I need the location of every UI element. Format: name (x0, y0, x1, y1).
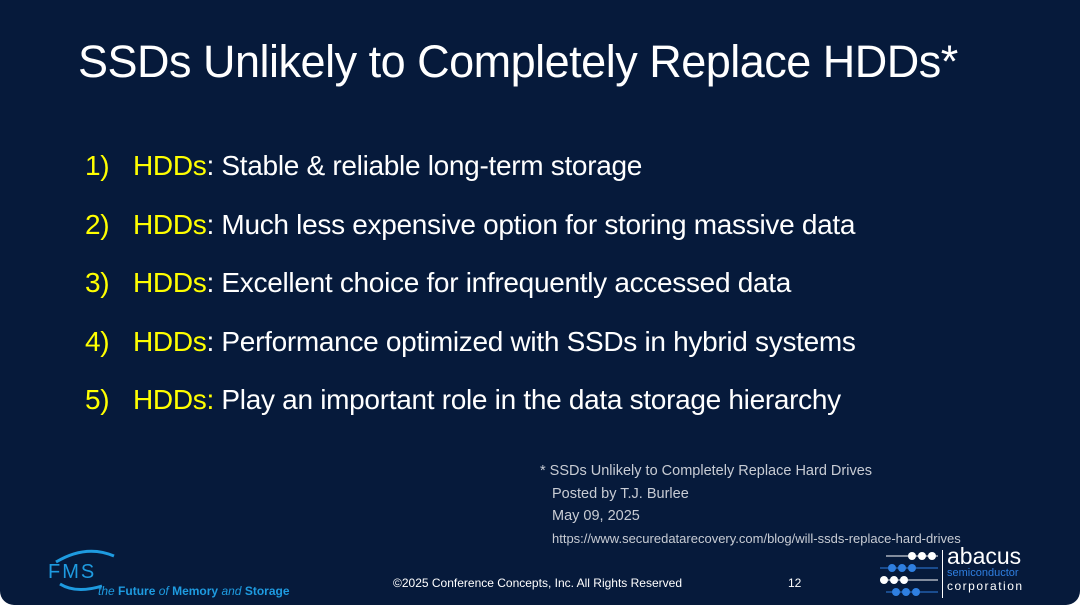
footnote-url[interactable]: https://www.securedatarecovery.com/blog/… (552, 530, 961, 546)
item-keyword: HDDs (133, 208, 207, 240)
item-text: Excellent choice for infrequently access… (213, 267, 791, 298)
fms-swoosh-icon: FMS (48, 549, 115, 591)
item-number: 3) (85, 267, 110, 298)
item-keyword: HDDs: (133, 384, 214, 415)
title-rest: Unlikely to Completely Replace HDDs* (191, 36, 958, 87)
item-number: 1) (85, 150, 110, 181)
footnote-title: * SSDs Unlikely to Completely Replace Ha… (540, 463, 873, 479)
list-item: 5) HDDs: Play an important role in the da… (85, 384, 856, 443)
footnote-author: Posted by T.J. Burlee (552, 485, 689, 502)
svg-text:FMS: FMS (48, 561, 96, 583)
list-item: 2) HDDs: Much less expensive option for s… (85, 209, 856, 268)
abacus-logo: abacus semiconductor corporation (878, 544, 1022, 603)
abacus-wordmark: abacus semiconductor corporation (947, 543, 1024, 593)
page-number: 12 (788, 576, 802, 590)
item-number: 4) (85, 325, 110, 357)
item-colon: : (206, 267, 214, 298)
item-text: Much less expensive option for storing m… (213, 208, 856, 240)
list-item: 1) HDDs: Stable & reliable long-term stor… (85, 150, 856, 209)
footnote: * SSDs Unlikely to Completely Replace Ha… (540, 460, 961, 550)
item-keyword: HDDs (133, 267, 207, 298)
fms-tagline: the Future of Memory and Storage (98, 584, 290, 598)
item-colon: : (206, 208, 214, 240)
slide-title: SSDs Unlikely to Completely Replace HDDs… (78, 36, 1038, 88)
item-keyword: HDDs (133, 150, 207, 181)
list-item: 3) HDDs: Excellent choice for infrequentl… (85, 267, 856, 326)
item-number: 5) (85, 384, 110, 415)
item-text: Performance optimized with SSDs in hybri… (213, 325, 856, 357)
item-number: 2) (85, 208, 110, 240)
logo-divider (942, 550, 943, 598)
title-bold: SSDs (78, 36, 192, 87)
bullet-list: 1) HDDs: Stable & reliable long-term stor… (85, 150, 856, 443)
abacus-beads-icon (880, 552, 938, 596)
item-colon: : (206, 150, 214, 181)
footnote-date: May 09, 2025 (552, 508, 640, 524)
item-colon: : (206, 325, 214, 357)
item-text: Stable & reliable long-term storage (213, 150, 643, 181)
item-text: Play an important role in the data stora… (213, 384, 841, 415)
fms-logo: FMS the Future of Memory and Storage (46, 548, 290, 598)
list-item: 4) HDDs: Performance optimized with SSDs … (85, 326, 856, 385)
item-keyword: HDDs (133, 325, 207, 357)
copyright-text: ©2025 Conference Concepts, Inc. All Righ… (393, 576, 682, 590)
